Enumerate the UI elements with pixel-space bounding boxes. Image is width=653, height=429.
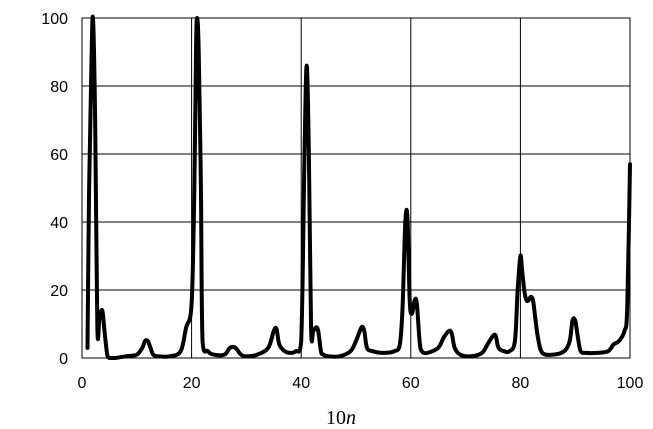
y-tick-label: 0 [59, 351, 68, 368]
y-tick-label: 80 [50, 79, 68, 96]
x-tick-labels: 0 20 40 60 80 100 [78, 375, 644, 392]
series-layer [85, 14, 632, 360]
plot-border [81, 17, 631, 359]
series-line [85, 14, 632, 360]
y-tick-labels: 0 20 40 60 80 100 [41, 11, 68, 368]
y-tick-label: 100 [41, 11, 68, 28]
x-tick-label: 60 [402, 375, 420, 392]
y-tick-label: 40 [50, 215, 68, 232]
x-tick-label: 40 [292, 375, 310, 392]
x-axis-label-variable: n [346, 407, 356, 429]
y-tick-label: 20 [50, 283, 68, 300]
x-tick-label: 0 [78, 375, 87, 392]
plot-frame [81, 17, 631, 359]
x-tick-label: 20 [183, 375, 201, 392]
x-tick-label: 80 [512, 375, 530, 392]
y-tick-label: 60 [50, 147, 68, 164]
grid [81, 17, 631, 359]
x-tick-label: 100 [617, 375, 644, 392]
x-axis-label-prefix: 10 [326, 407, 346, 429]
x-axis-label: 10n [326, 407, 356, 429]
